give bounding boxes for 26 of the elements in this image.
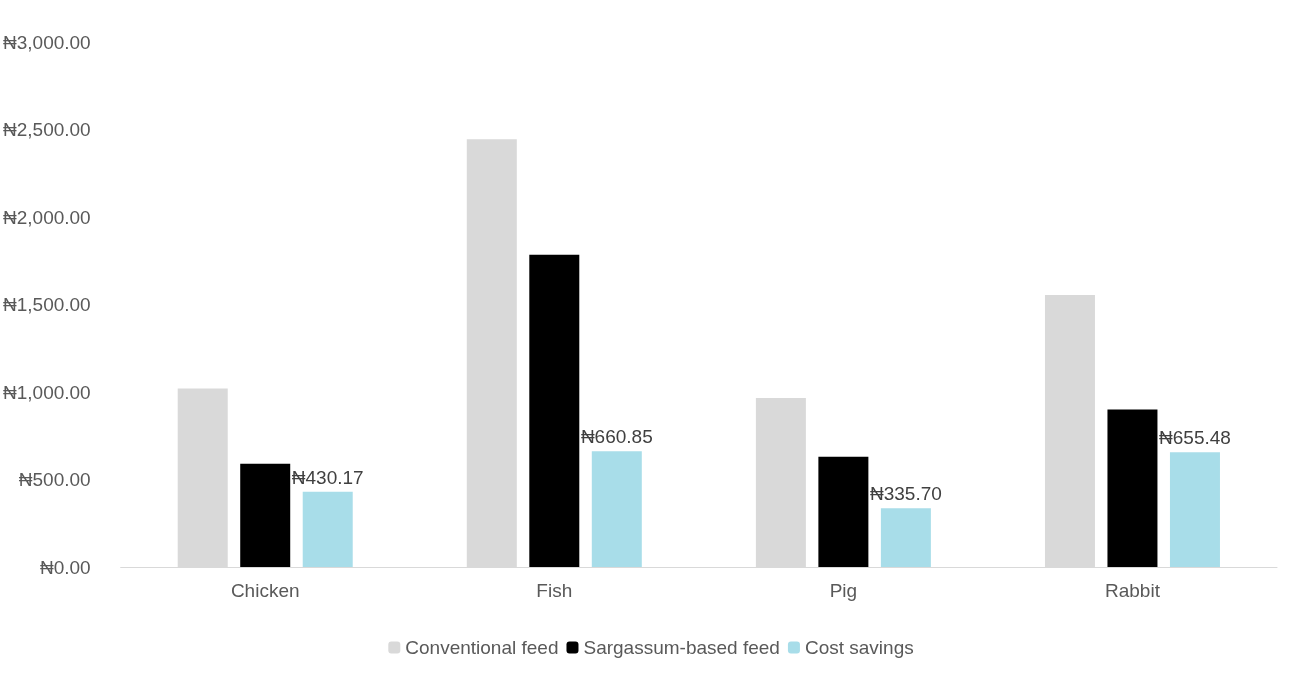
- bar: [1169, 452, 1220, 567]
- x-tick-label: Pig: [829, 580, 858, 601]
- legend-label: Cost savings: [804, 637, 914, 658]
- bar: [880, 508, 931, 567]
- y-tick-label: ₦1,000.00: [2, 381, 91, 403]
- y-tick-label: ₦500.00: [18, 469, 91, 490]
- data-label: ₦655.48: [1159, 427, 1231, 449]
- x-tick-label: Chicken: [230, 580, 300, 601]
- data-label: ₦430.17: [291, 466, 364, 488]
- bar: [529, 254, 580, 567]
- bar: [240, 463, 291, 567]
- bar: [302, 491, 353, 567]
- bar: [1107, 409, 1158, 567]
- y-tick-label: ₦2,500.00: [2, 119, 91, 140]
- x-tick-label: Rabbit: [1105, 580, 1161, 601]
- y-tick-label: ₦3,000.00: [2, 31, 91, 53]
- x-tick-label: Fish: [536, 580, 573, 601]
- bar: [591, 451, 642, 567]
- y-tick-label: ₦2,000.00: [2, 206, 91, 228]
- legend-label: Conventional feed: [405, 637, 559, 658]
- bar: [818, 456, 869, 567]
- legend-label: Sargassum-based feed: [583, 637, 780, 658]
- data-label: ₦660.85: [580, 426, 653, 448]
- y-tick-label: ₦1,500.00: [2, 294, 91, 315]
- y-tick-label: ₦0.00: [39, 556, 91, 578]
- data-label: ₦335.70: [869, 483, 942, 505]
